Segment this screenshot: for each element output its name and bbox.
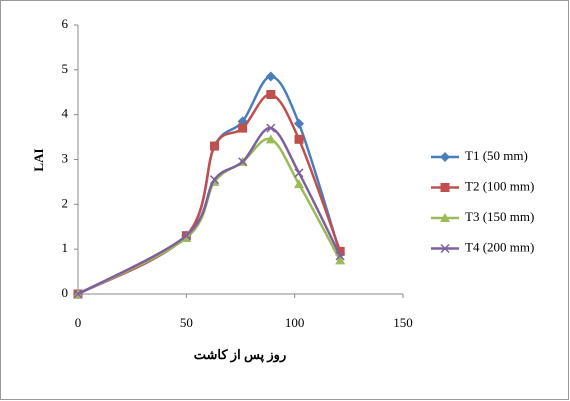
y-tick-label: 0 xyxy=(62,285,69,300)
data-point xyxy=(73,289,83,299)
data-point xyxy=(265,134,276,144)
data-point xyxy=(266,89,276,99)
data-point xyxy=(294,179,304,189)
legend-marker xyxy=(440,152,450,162)
x-tick-label: 0 xyxy=(75,315,82,330)
x-axis-label: روز پس از کاشت xyxy=(194,347,286,363)
y-tick-label: 2 xyxy=(62,195,69,210)
data-point xyxy=(335,251,345,261)
data-point xyxy=(181,231,191,241)
data-point xyxy=(238,157,248,167)
legend-label: T3 (150 mm) xyxy=(465,209,534,224)
legend-marker xyxy=(440,213,450,222)
y-tick-label: 6 xyxy=(62,16,69,31)
data-point xyxy=(238,123,248,133)
data-point xyxy=(335,255,346,265)
data-point xyxy=(294,168,304,178)
data-point xyxy=(265,71,276,82)
y-tick-label: 4 xyxy=(62,106,69,121)
data-point xyxy=(181,232,192,242)
data-point xyxy=(335,246,345,256)
y-axis-label: LAI xyxy=(31,148,46,171)
data-point xyxy=(266,123,276,133)
legend-marker xyxy=(440,183,450,192)
data-point xyxy=(294,118,304,129)
y-tick-label: 1 xyxy=(62,240,69,255)
data-point xyxy=(294,134,304,144)
x-tick-label: 150 xyxy=(393,315,413,330)
x-tick-label: 50 xyxy=(180,315,193,330)
data-point xyxy=(209,175,220,185)
legend-marker xyxy=(440,243,450,254)
legend-label: T1 (50 mm) xyxy=(465,148,528,163)
legend-label: T2 (100 mm) xyxy=(465,178,534,193)
data-point xyxy=(210,141,219,151)
legend-label: T4 (200 mm) xyxy=(465,239,534,254)
y-tick-label: 5 xyxy=(62,61,69,76)
x-tick-label: 100 xyxy=(285,315,305,330)
y-tick-label: 3 xyxy=(62,150,69,165)
